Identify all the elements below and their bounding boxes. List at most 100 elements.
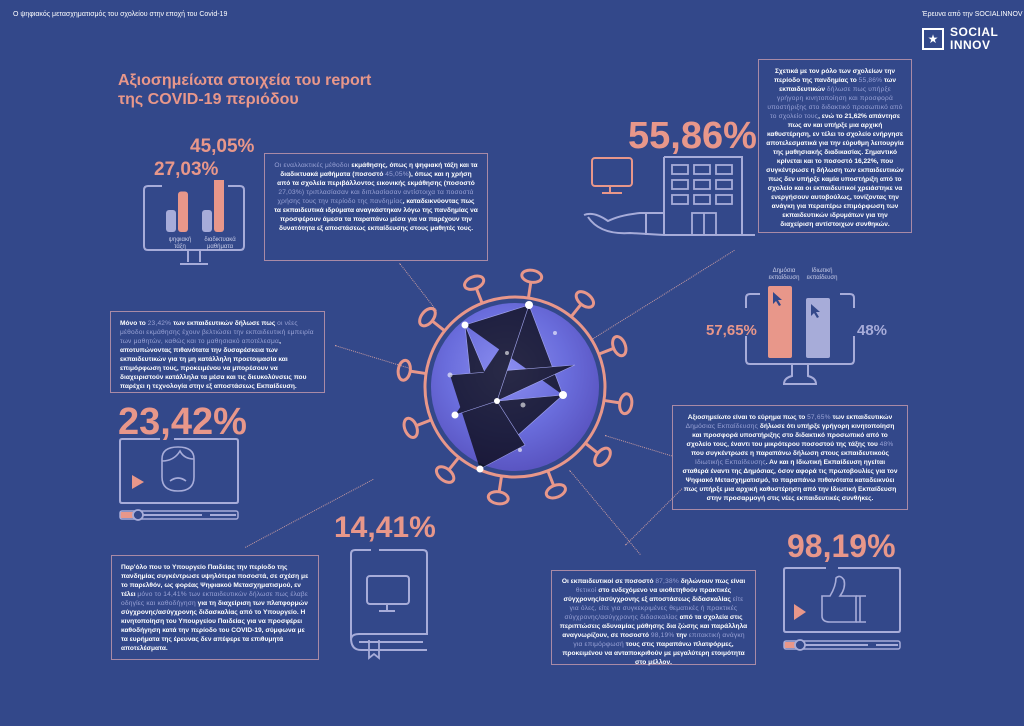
highlighted-text: μόνο το 14,41% των εκπαιδευτικών δήλωσε … xyxy=(121,591,309,607)
text-box-school-role: Σχετικά με τον ρόλο των σχολείων την περ… xyxy=(758,59,912,233)
body-text: των εκπαιδευτικών xyxy=(779,77,897,93)
virus-spike xyxy=(526,281,533,299)
virus-spike xyxy=(603,398,621,405)
body-text: ), όπως και η χρήση από τα σχολεία περιβ… xyxy=(277,171,475,187)
body-text: των εκπαιδευτικών xyxy=(830,414,893,421)
virus-spike xyxy=(415,418,432,428)
monitor-public-private-icon xyxy=(745,285,855,385)
virus-spike-head xyxy=(418,306,437,328)
highlighted-text: 55,86% xyxy=(858,77,883,84)
rich-text: Σχετικά με τον ρόλο των σχολείων την περ… xyxy=(766,68,904,228)
virus-spike-head xyxy=(611,335,628,358)
rich-text: Παρ'όλο που το Υπουργείο Παιδείας την πε… xyxy=(121,564,308,652)
highlighted-text: θετικοί xyxy=(575,587,597,594)
bar-public xyxy=(768,285,792,358)
bar-private xyxy=(806,298,830,358)
virus-spike-head xyxy=(396,358,412,382)
highlighted-text: 48% xyxy=(879,441,894,448)
body-text: Μόνο το xyxy=(120,320,148,327)
text-box-alt-methods: Οι εναλλακτικές μέθοδοι εκμάθησης, όπως … xyxy=(264,153,488,261)
virus-spike-head xyxy=(486,490,510,506)
highlighted-text: επιτακτική ανάγκη για επιμόρφωσή xyxy=(573,632,745,648)
page-title: Αξιοσημείωτα στοιχεία του report της COV… xyxy=(118,71,371,109)
cursor-icon xyxy=(773,292,782,306)
body-text: των εκπαιδευτικών δήλωσε πως xyxy=(171,320,278,327)
virus-spike xyxy=(474,287,484,304)
page-title-line-2: της COVID-19 περιόδου xyxy=(118,91,299,108)
highlighted-text: Ιδιωτικής Εκπαίδευσης xyxy=(694,459,766,466)
highlighted-text: ) τριπλασίασαν και διπλασίασαν αντίστοιχ… xyxy=(277,189,474,205)
logo-line-2: INNOV xyxy=(950,38,991,52)
highlighted-text: οι νέες μέθοδοι εκμάθησης έχουν βελτιώσε… xyxy=(120,320,314,345)
virus-spike-head xyxy=(520,268,544,284)
stat-value-b: 45,05% xyxy=(190,136,255,157)
public-label: Δημόσια εκπαίδευση xyxy=(768,268,800,281)
body-text: δηλώνουν πως είναι xyxy=(678,578,746,585)
virus-ring xyxy=(423,295,607,479)
stat-teachers-value: 23,42% xyxy=(118,401,247,443)
highlighted-text: 45,05% xyxy=(385,171,409,178)
body-text: την xyxy=(674,632,689,639)
logo-line-1: SOCIAL xyxy=(950,25,999,39)
play-icon xyxy=(132,475,144,489)
bar-digital-classroom xyxy=(178,191,188,232)
body-text: στο ενδεχόμενο να υιοθετηθούν πρακτικές … xyxy=(563,587,733,603)
virus-spike-head xyxy=(434,465,456,484)
body-text: για τη διαχείριση των πλατφορμών σύγχρον… xyxy=(121,600,308,652)
star-badge-icon: ★ xyxy=(922,28,944,50)
virus-spikes xyxy=(396,268,634,506)
network-nodes xyxy=(447,301,567,473)
virus-spike xyxy=(431,319,446,333)
virus-spike xyxy=(546,470,556,487)
body-text: . Αν και η Ιδιωτική Εκπαίδευση ηγείται σ… xyxy=(682,459,898,502)
body-text: εκμάθησης, όπως η ψηφιακή τάξη και τα δι… xyxy=(280,162,478,178)
video-thumbs-up-icon xyxy=(783,567,901,651)
stat-training-value: 98,19% xyxy=(787,528,896,564)
body-text: , καταδεικνύοντας πως τα εκπαιδευτικά ιδ… xyxy=(274,198,478,232)
header-subtitle: Ο ψηφιακός μετασχηματισμός του σχολείου … xyxy=(13,11,228,18)
highlighted-text: Δημόσιας Εκπαίδευσης xyxy=(685,423,759,430)
virus-spike xyxy=(569,303,583,318)
virus-spike-head xyxy=(593,446,612,468)
sad-face-icon xyxy=(161,446,195,492)
highlighted-text: είτε για όλες, είτε για συγκεκριμένες θε… xyxy=(564,596,744,621)
virus-spike xyxy=(497,475,504,493)
highlighted-text: 23,42% xyxy=(147,320,172,327)
video-sad-face-icon xyxy=(119,438,239,521)
highlighted-text: 87,38% xyxy=(655,578,679,585)
bar-label-b: διαδικτυακά μαθήματα xyxy=(204,237,236,250)
stat-ministry-value: 14,41% xyxy=(334,511,436,544)
stat-value-a: 27,03% xyxy=(154,159,219,180)
body-text: , αποτυπώνοντας πιθανότατα την δυσαρέσκε… xyxy=(120,338,307,390)
bar-online-lessons xyxy=(214,180,224,232)
highlighted-text: 27,03% xyxy=(278,189,302,196)
body-text: Παρ'όλο που το Υπουργείο Παιδείας την πε… xyxy=(121,564,309,598)
body-text: τους στις παραπάνω πλατφόρμες, προκειμέν… xyxy=(562,641,745,666)
private-label: Ιδιωτική εκπαίδευση xyxy=(806,268,838,281)
header-credit: Έρευνα από την SOCIALINNOV xyxy=(922,11,1023,18)
private-value: 48% xyxy=(857,322,888,339)
bar-b-before xyxy=(202,210,212,232)
highlighted-text: 57,65% xyxy=(807,414,831,421)
stat-school-value: 55,86% xyxy=(628,115,757,157)
rich-text: Οι εκπαιδευτικοί σε ποσοστό 87,38% δηλών… xyxy=(560,578,747,666)
virus-spike-head xyxy=(463,274,486,291)
text-box-public-private: Αξιοσημείωτο είναι το εύρημα πως το 57,6… xyxy=(672,405,908,510)
body-text: Σχετικά με τον ρόλο των σχολείων την περ… xyxy=(773,68,896,84)
book-monitor-icon xyxy=(350,549,428,660)
body-text: , ενώ το 21,62% απάντησε πως αν και υπήρ… xyxy=(766,113,904,228)
virus-spike xyxy=(447,456,461,471)
body-text: δήλωσε ότι υπήρξε γρήγορη κινητοποίηση κ… xyxy=(686,423,895,448)
virus-spike xyxy=(409,369,427,376)
rich-text: Οι εναλλακτικές μέθοδοι εκμάθησης, όπως … xyxy=(274,162,478,232)
brand-logo[interactable]: ★ SOCIAL INNOV xyxy=(922,24,1002,54)
text-box-new-methods: Μόνο το 23,42% των εκπαιδευτικών δήλωσε … xyxy=(110,311,325,393)
play-icon xyxy=(794,604,806,620)
highlighted-text: 98,19% xyxy=(650,632,675,639)
page-title-line-1: Αξιοσημείωτα στοιχεία του report xyxy=(118,72,372,89)
text-box-platforms: Οι εκπαιδευτικοί σε ποσοστό 87,38% δηλών… xyxy=(551,570,756,666)
bar-label-a: ψηφιακή τάξη xyxy=(168,237,192,250)
virus-spike xyxy=(584,441,599,455)
rich-text: Αξιοσημείωτο είναι το εύρημα πως το 57,6… xyxy=(682,414,897,502)
bar-a-before xyxy=(166,210,176,232)
